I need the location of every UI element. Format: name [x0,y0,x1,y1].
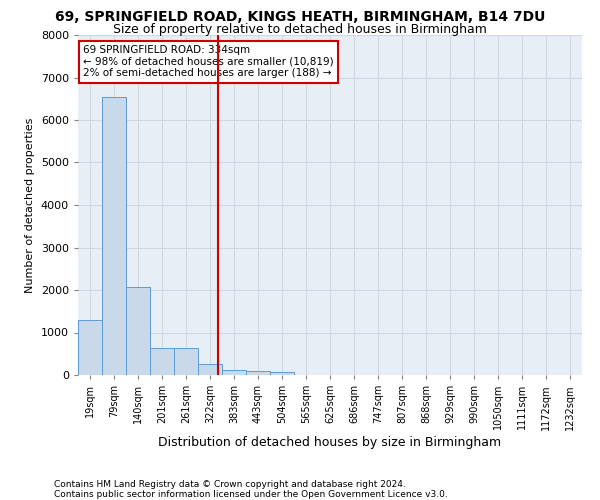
Bar [102,96,126,375]
Text: Contains HM Land Registry data © Crown copyright and database right 2024.: Contains HM Land Registry data © Crown c… [54,480,406,489]
Text: 69, SPRINGFIELD ROAD, KINGS HEATH, BIRMINGHAM, B14 7DU: 69, SPRINGFIELD ROAD, KINGS HEATH, BIRMI… [55,10,545,24]
Bar [222,370,246,375]
Bar [270,372,294,375]
Y-axis label: Number of detached properties: Number of detached properties [25,118,35,292]
Bar [150,348,174,375]
Bar [246,371,270,375]
X-axis label: Distribution of detached houses by size in Birmingham: Distribution of detached houses by size … [158,436,502,450]
Text: 69 SPRINGFIELD ROAD: 334sqm
← 98% of detached houses are smaller (10,819)
2% of : 69 SPRINGFIELD ROAD: 334sqm ← 98% of det… [83,45,334,78]
Bar [174,348,198,375]
Bar [126,286,150,375]
Text: Contains public sector information licensed under the Open Government Licence v3: Contains public sector information licen… [54,490,448,499]
Bar [78,320,102,375]
Text: Size of property relative to detached houses in Birmingham: Size of property relative to detached ho… [113,22,487,36]
Bar [198,364,222,375]
